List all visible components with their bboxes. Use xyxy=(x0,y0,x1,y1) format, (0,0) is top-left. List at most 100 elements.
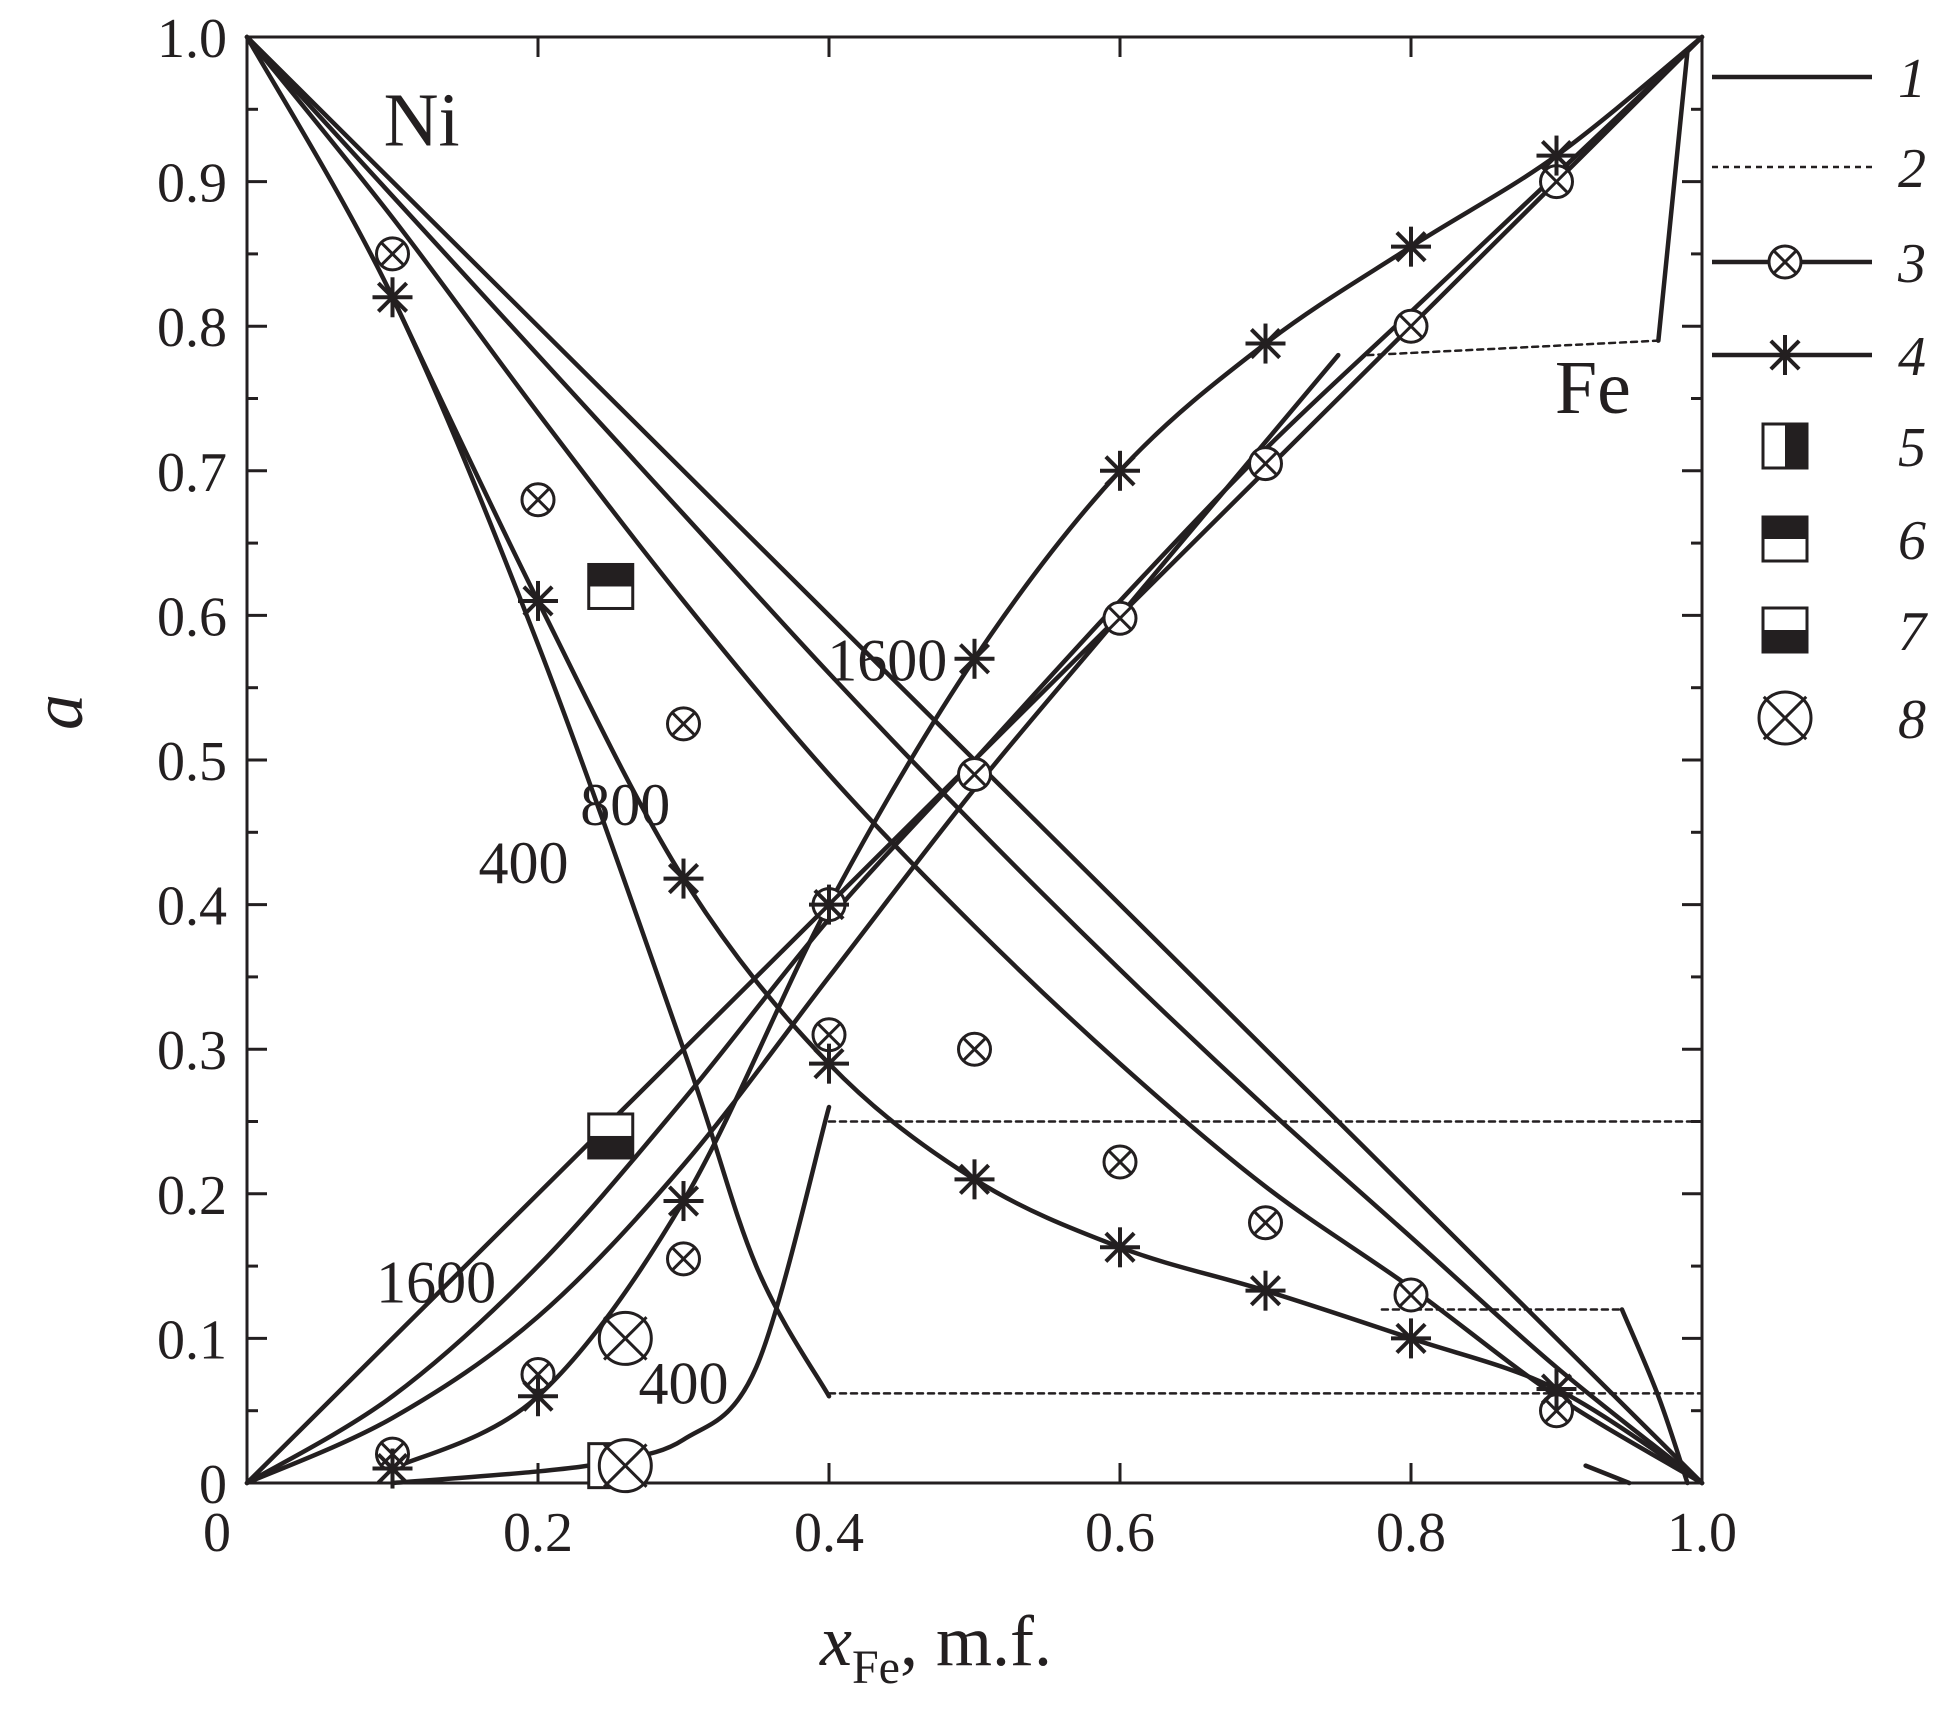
legend-marker-ray xyxy=(1769,339,1801,371)
legend-label: 5 xyxy=(1898,417,1926,479)
marker-ray xyxy=(1104,455,1136,487)
x-tick-label: 0.2 xyxy=(503,1502,573,1564)
marker-ray xyxy=(958,1163,991,1195)
x-axis-title: xFe, m.f. xyxy=(819,1601,1052,1694)
series-line-1 xyxy=(244,352,1341,1486)
marker-cross-b xyxy=(671,1246,696,1272)
marker-fill xyxy=(588,564,633,587)
series-line-1 xyxy=(1656,49,1690,343)
marker-cross-b xyxy=(1107,1149,1133,1175)
series-line-1 xyxy=(1619,1307,1690,1486)
x-tick-label: 0.4 xyxy=(794,1502,864,1564)
marker-ray xyxy=(1540,1373,1573,1405)
marker-cross-b xyxy=(816,1022,842,1048)
annotation-label: 1600 xyxy=(827,627,947,693)
series-point-3 xyxy=(1393,308,1429,344)
legend-label: 1 xyxy=(1898,48,1926,110)
legend-marker-fill xyxy=(1763,630,1807,652)
x-tick-label: 0 xyxy=(203,1502,231,1564)
marker-cross-b xyxy=(1253,451,1278,476)
y-tick-label: 0.1 xyxy=(157,1309,227,1371)
marker-ray xyxy=(376,1452,409,1485)
marker-cross-b xyxy=(1398,313,1424,339)
marker-cross-b xyxy=(671,711,696,737)
marker-cross-b xyxy=(962,762,987,787)
marker-ray xyxy=(1395,1322,1427,1354)
series-point-4 xyxy=(518,580,558,621)
marker-ray xyxy=(1249,327,1282,360)
series-point-3 xyxy=(811,1017,847,1053)
legend-marker-fill xyxy=(1763,517,1807,539)
series-point-3 xyxy=(666,1241,701,1277)
y-axis-title: a xyxy=(18,694,98,730)
series-point-3 xyxy=(1248,446,1283,482)
marker-cross-b xyxy=(380,241,405,267)
marker-ray xyxy=(813,889,845,921)
legend-marker-cross-b xyxy=(1772,249,1798,275)
legend: 1 2 3 4 5 6 7 8 xyxy=(1712,48,1928,751)
series-point-3 xyxy=(1539,164,1574,200)
series-point-3 xyxy=(957,1031,992,1067)
legend-label: 7 xyxy=(1898,601,1928,663)
y-tick-label: 0.7 xyxy=(157,442,227,504)
series-point-4 xyxy=(954,638,995,679)
marker-cross-b xyxy=(603,1316,648,1361)
annotation-label: 400 xyxy=(639,1350,729,1416)
series-point-3 xyxy=(1102,600,1138,636)
series-point-8 xyxy=(597,1310,653,1366)
series-point-3 xyxy=(1102,1144,1138,1180)
series-line-1 xyxy=(244,34,1705,1486)
legend-label: 2 xyxy=(1898,138,1926,200)
series-point-3 xyxy=(666,706,701,742)
series-point-4 xyxy=(954,1159,995,1200)
series-point-3 xyxy=(1393,1277,1429,1313)
annotation-label: 1600 xyxy=(376,1249,496,1315)
x-axis-title-tail: , m.f. xyxy=(900,1601,1052,1681)
marker-cross-b xyxy=(1544,169,1569,194)
series-point-4 xyxy=(1100,450,1140,491)
series-point-4 xyxy=(1536,1369,1577,1410)
y-tick-label: 0 xyxy=(199,1454,227,1516)
y-tick-label: 0.9 xyxy=(157,153,227,215)
series-line-1 xyxy=(390,1104,832,1486)
series-point-3 xyxy=(520,482,556,518)
series-line-1 xyxy=(1583,1463,1632,1486)
series-point-3 xyxy=(957,756,992,792)
marker-fill xyxy=(588,1135,633,1158)
marker-cross-b xyxy=(1398,1282,1424,1308)
legend-entry-5: 5 xyxy=(1761,417,1926,479)
series-line-2 xyxy=(1366,339,1660,357)
y-tick-label: 0.2 xyxy=(157,1165,227,1227)
legend-label: 6 xyxy=(1898,510,1926,572)
legend-entry-4: 4 xyxy=(1712,326,1926,388)
marker-ray xyxy=(522,585,554,617)
x-tick-label: 0.6 xyxy=(1085,1502,1155,1564)
series-point-8 xyxy=(597,1438,653,1494)
x-tick-label: 0.8 xyxy=(1376,1502,1446,1564)
marker-ray xyxy=(813,1048,845,1080)
legend-marker-cross-b xyxy=(1762,695,1808,741)
legend-entry-2: 2 xyxy=(1712,138,1926,200)
marker-cross-b xyxy=(1544,1398,1569,1424)
series-line-1 xyxy=(244,34,832,1399)
series-point-4 xyxy=(1100,1227,1140,1268)
series-point-4 xyxy=(372,1448,413,1489)
marker-ray xyxy=(667,863,700,895)
marker-ray xyxy=(958,643,991,675)
series-line-4 xyxy=(390,34,1705,1471)
series-point-4 xyxy=(518,1376,558,1417)
series-point-3 xyxy=(520,1357,556,1393)
legend-entry-8: 8 xyxy=(1757,689,1926,751)
annotation-label: 800 xyxy=(580,772,670,838)
series-point-4 xyxy=(1391,226,1431,267)
marker-ray xyxy=(1540,140,1573,172)
series-point-4 xyxy=(809,884,849,925)
marker-cross-b xyxy=(525,1362,551,1387)
marker-ray xyxy=(1249,1275,1282,1307)
series-point-7 xyxy=(587,1112,635,1160)
y-tick-label: 0.4 xyxy=(157,876,227,938)
series-point-4 xyxy=(663,858,704,899)
marker-cross-b xyxy=(603,1443,648,1488)
x-axis-title-main: x xyxy=(819,1601,852,1681)
